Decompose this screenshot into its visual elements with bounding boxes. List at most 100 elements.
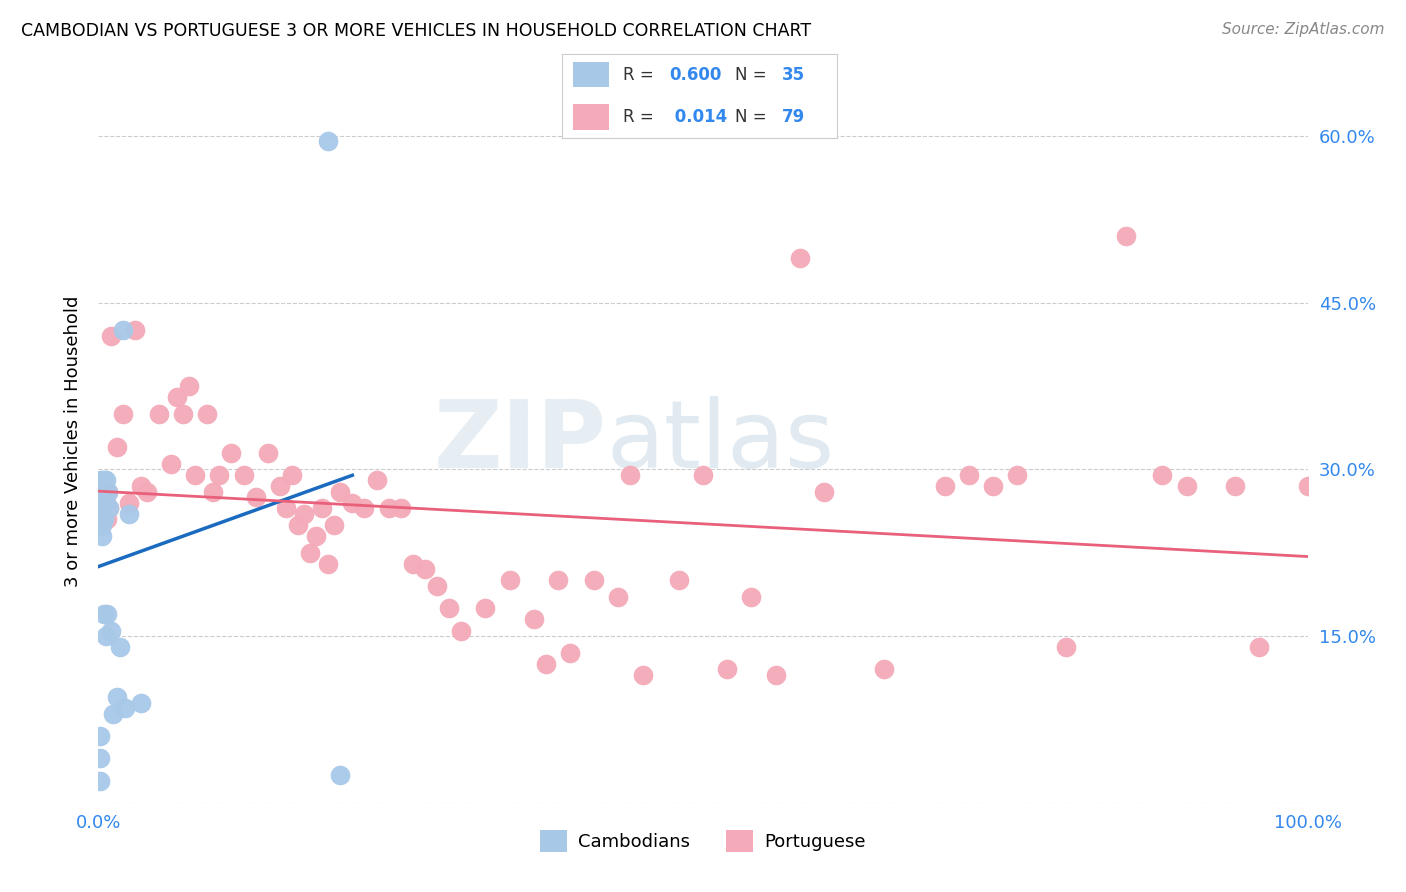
Point <box>108 640 131 655</box>
Point <box>299 546 322 560</box>
Point <box>129 696 152 710</box>
Point <box>94 496 117 510</box>
Point <box>281 467 304 482</box>
Point <box>716 662 738 676</box>
Point <box>91 496 114 510</box>
Point <box>91 501 114 516</box>
Point <box>389 501 412 516</box>
Point <box>91 507 114 521</box>
Point <box>118 507 141 521</box>
Point <box>740 590 762 604</box>
Point <box>202 484 225 499</box>
Point <box>619 467 641 482</box>
Point <box>93 607 115 621</box>
Point <box>114 701 136 715</box>
Point <box>91 490 114 504</box>
Point <box>90 490 112 504</box>
Point <box>90 474 112 488</box>
Point <box>1249 640 1271 655</box>
Point <box>342 496 364 510</box>
Point <box>91 490 114 504</box>
Point <box>221 445 243 459</box>
Point <box>934 479 956 493</box>
Point <box>94 629 117 643</box>
Point <box>166 390 188 404</box>
Text: R =: R = <box>623 108 659 126</box>
Point <box>413 562 436 576</box>
Point <box>498 574 520 588</box>
Point <box>105 440 128 454</box>
Point <box>100 624 122 638</box>
Point <box>129 479 152 493</box>
Point <box>813 484 835 499</box>
Point <box>208 467 231 482</box>
Text: 0.600: 0.600 <box>669 66 721 84</box>
Point <box>607 590 630 604</box>
Point <box>160 457 183 471</box>
Point <box>377 501 399 516</box>
Text: CAMBODIAN VS PORTUGUESE 3 OR MORE VEHICLES IN HOUSEHOLD CORRELATION CHART: CAMBODIAN VS PORTUGUESE 3 OR MORE VEHICL… <box>21 22 811 40</box>
Legend: Cambodians, Portuguese: Cambodians, Portuguese <box>533 822 873 859</box>
Point <box>111 407 134 421</box>
Point <box>96 512 118 526</box>
Point <box>981 479 1004 493</box>
Point <box>1152 467 1174 482</box>
Point <box>90 496 112 510</box>
Point <box>91 517 114 532</box>
FancyBboxPatch shape <box>574 62 609 87</box>
Point <box>111 323 134 337</box>
Point <box>287 517 309 532</box>
Point <box>89 773 111 788</box>
Point <box>96 607 118 621</box>
Point <box>91 501 114 516</box>
Point <box>583 574 606 588</box>
Point <box>101 706 124 721</box>
Point <box>124 323 146 337</box>
Point <box>89 751 111 765</box>
Point <box>292 507 315 521</box>
Point <box>90 501 112 516</box>
Point <box>172 407 194 421</box>
Point <box>91 484 114 499</box>
Point <box>437 601 460 615</box>
Point <box>1115 228 1137 243</box>
Point <box>135 484 157 499</box>
Text: 79: 79 <box>782 108 806 126</box>
Point <box>97 484 120 499</box>
Text: ZIP: ZIP <box>433 395 606 488</box>
Point <box>668 574 690 588</box>
Point <box>789 251 811 265</box>
Point <box>91 479 114 493</box>
Text: R =: R = <box>623 66 659 84</box>
Point <box>89 729 111 743</box>
Point <box>474 601 496 615</box>
Point <box>311 501 333 516</box>
Point <box>256 445 278 459</box>
Point <box>97 484 120 499</box>
Point <box>93 507 115 521</box>
Point <box>269 479 291 493</box>
Point <box>692 467 714 482</box>
Point <box>90 496 112 510</box>
Point <box>1054 640 1077 655</box>
FancyBboxPatch shape <box>574 104 609 130</box>
Point <box>558 646 581 660</box>
Point <box>316 557 339 571</box>
Point <box>93 512 115 526</box>
Point <box>100 329 122 343</box>
Point <box>329 768 352 782</box>
Point <box>547 574 569 588</box>
Point <box>94 496 117 510</box>
Point <box>523 612 546 626</box>
Point <box>93 474 115 488</box>
Point <box>184 467 207 482</box>
Point <box>232 467 254 482</box>
Point <box>1007 467 1029 482</box>
Point <box>89 484 111 499</box>
Y-axis label: 3 or more Vehicles in Household: 3 or more Vehicles in Household <box>65 296 83 587</box>
Point <box>402 557 425 571</box>
Point <box>148 407 170 421</box>
Point <box>305 529 328 543</box>
Point <box>316 135 339 149</box>
Point <box>98 501 121 516</box>
